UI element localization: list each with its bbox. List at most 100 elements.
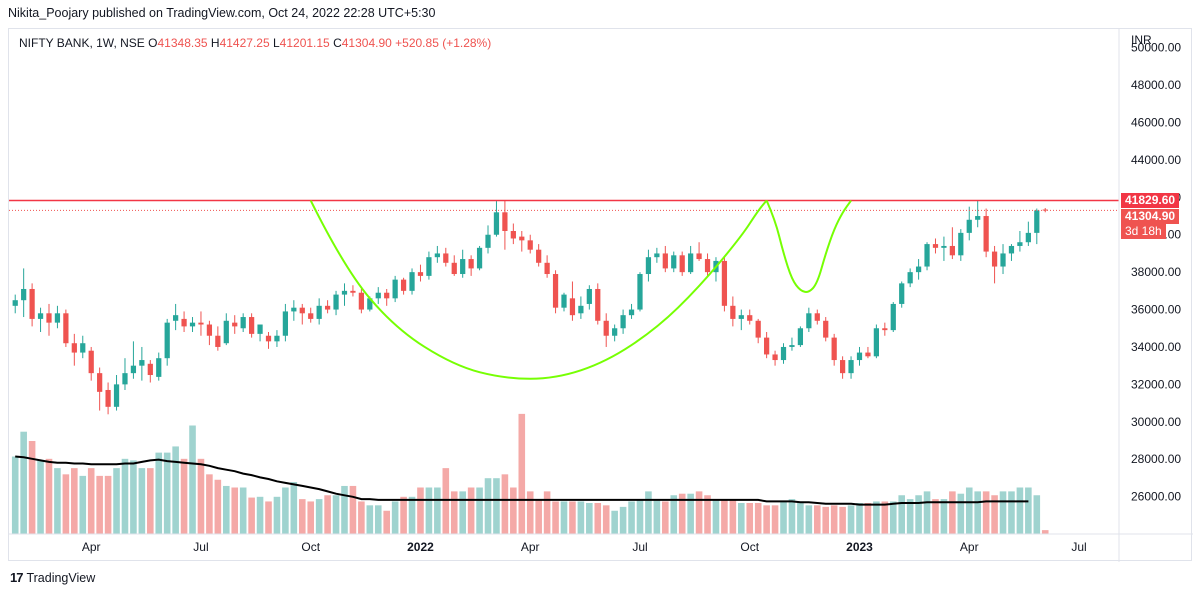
volume-bar xyxy=(147,468,154,534)
candle-body xyxy=(257,324,263,334)
candle-body xyxy=(637,274,643,310)
volume-bar xyxy=(434,487,441,534)
volume-bars xyxy=(11,413,1049,534)
candle-body xyxy=(341,290,348,295)
volume-bar xyxy=(957,493,965,534)
high-label: H xyxy=(210,36,220,50)
candles xyxy=(12,200,1048,415)
chart-frame[interactable]: 26000.00 28000.00 30000.00 32000.00 34000.00… xyxy=(8,28,1193,562)
volume-bar xyxy=(560,501,568,534)
candle-body xyxy=(113,384,120,407)
volume-bar xyxy=(602,505,610,534)
volume-bar xyxy=(611,510,618,534)
volume-bar xyxy=(189,425,196,534)
volume-bar xyxy=(96,475,103,534)
price-tick-label: 46000.00 xyxy=(1131,116,1181,130)
volume-bar xyxy=(847,505,855,534)
candle-body xyxy=(249,317,255,334)
volume-bar xyxy=(873,501,880,534)
time-tick-label: Oct xyxy=(301,540,320,554)
low-label: L xyxy=(272,36,280,50)
handle-pattern-curve xyxy=(765,199,852,293)
candle-body xyxy=(603,320,609,336)
volume-bar xyxy=(999,491,1007,534)
candle-body xyxy=(189,322,196,327)
footer-brand[interactable]: 17 TradingView xyxy=(10,570,95,585)
volume-bar xyxy=(71,468,78,534)
volume-bar xyxy=(54,468,61,534)
volume-bar xyxy=(1016,487,1024,534)
candle-body xyxy=(612,328,618,336)
candle-body xyxy=(156,358,162,377)
candle-body xyxy=(147,363,153,376)
volume-bar xyxy=(889,501,897,534)
volume-bar xyxy=(113,468,120,534)
candle-body xyxy=(654,253,660,258)
candle-body xyxy=(164,322,170,359)
candle-body xyxy=(755,320,761,338)
candle-body xyxy=(569,298,576,316)
volume-bar xyxy=(130,460,137,534)
volume-bar xyxy=(467,487,475,534)
volume-bar xyxy=(163,452,171,534)
volume-bar xyxy=(510,487,517,534)
open-label: O xyxy=(148,36,158,50)
candle-body xyxy=(645,257,652,275)
candle-body xyxy=(173,315,179,321)
time-tick-label: 2022 xyxy=(407,540,434,554)
candle-body xyxy=(772,354,778,361)
volume-bar xyxy=(214,479,222,534)
candle-body xyxy=(848,360,854,374)
candle-body xyxy=(679,255,685,273)
volume-bar xyxy=(104,475,112,534)
volume-bar xyxy=(881,501,889,534)
price-tick-label: 44000.00 xyxy=(1131,153,1181,167)
open-value: 41348.35 xyxy=(157,36,208,50)
volume-bar xyxy=(518,413,526,534)
candle-body xyxy=(780,346,787,361)
candle-body xyxy=(696,253,702,260)
candle-body xyxy=(198,322,204,325)
candle-body xyxy=(519,236,525,241)
candle-body xyxy=(839,360,846,374)
candle-body xyxy=(915,266,922,273)
candle-body xyxy=(1017,242,1023,246)
volume-bar xyxy=(729,499,737,534)
candle-body xyxy=(814,313,820,321)
volume-bar xyxy=(569,501,576,534)
volume-bar xyxy=(636,499,644,534)
candle-body xyxy=(958,232,964,256)
volume-bar xyxy=(898,495,906,534)
currency-label: INR xyxy=(1131,33,1152,47)
candle-body xyxy=(806,313,812,329)
volume-bar xyxy=(239,487,247,534)
symbol-legend[interactable]: NIFTY BANK, 1W, NSE O41348.35 H41427.25 … xyxy=(19,36,491,50)
candle-body xyxy=(223,320,229,344)
volume-bar xyxy=(771,505,779,534)
candle-body xyxy=(510,231,516,239)
candle-body xyxy=(316,305,322,319)
candle-body xyxy=(375,292,381,299)
candle-body xyxy=(291,307,297,312)
volume-bar xyxy=(830,505,838,534)
volume-bar xyxy=(79,475,87,534)
candle-body xyxy=(232,322,238,327)
volume-bar xyxy=(307,501,315,534)
price-tick-label: 36000.00 xyxy=(1131,303,1181,317)
candle-body xyxy=(764,337,770,355)
volume-bar xyxy=(543,491,551,534)
candle-body xyxy=(924,244,930,267)
candle-body xyxy=(80,343,86,353)
volume-bar xyxy=(298,499,306,534)
volume-bar xyxy=(1025,487,1032,534)
volume-bar xyxy=(586,503,593,534)
symbol-title[interactable]: NIFTY BANK, 1W, NSE xyxy=(19,36,145,50)
candle-body xyxy=(983,216,989,252)
chart-canvas[interactable]: 26000.00 28000.00 30000.00 32000.00 34000.00… xyxy=(9,29,1193,562)
volume-bar xyxy=(932,499,939,534)
candle-body xyxy=(324,305,331,310)
time-tick-label: Jul xyxy=(193,540,208,554)
price-tick-label: 34000.00 xyxy=(1131,340,1181,354)
volume-bar xyxy=(155,452,163,534)
candle-body xyxy=(350,290,356,293)
